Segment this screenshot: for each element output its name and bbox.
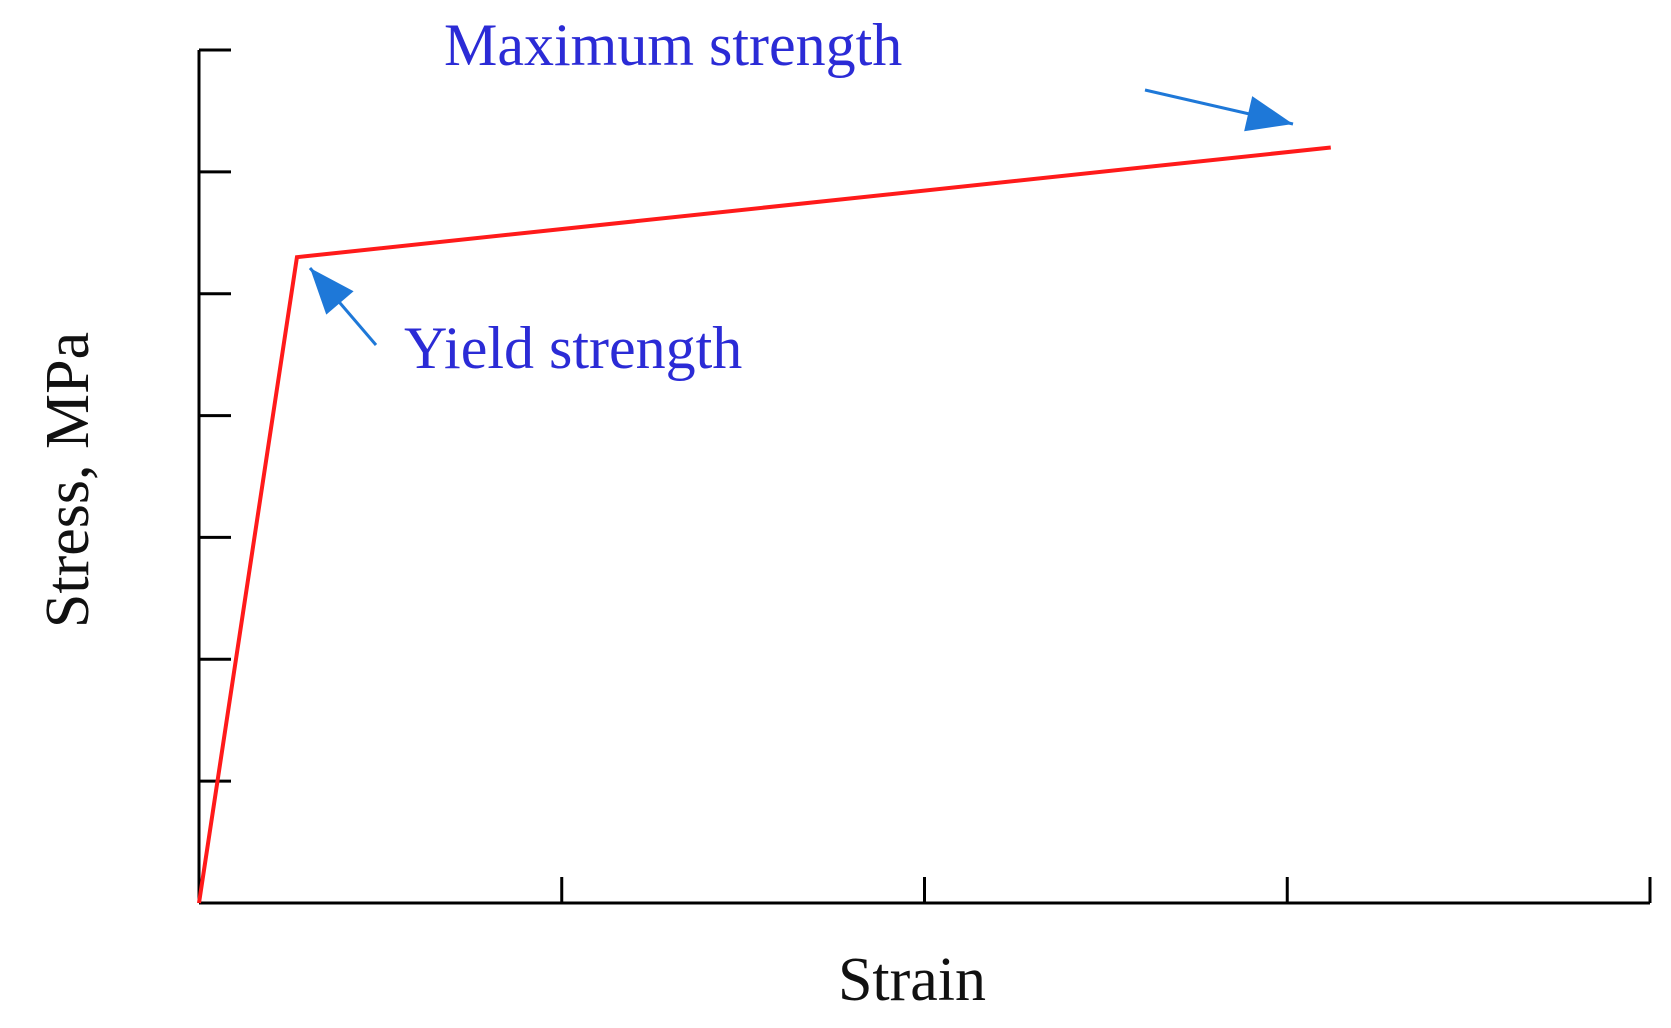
x-axis-label: Strain xyxy=(838,946,986,1014)
annotation-arrowhead-0 xyxy=(1244,96,1293,132)
ticks xyxy=(199,48,1652,903)
annotations: Maximum strength Yield strength xyxy=(308,12,1294,381)
y-axis-label: Stress, MPa xyxy=(34,332,102,628)
annotation-arrowhead-1 xyxy=(310,268,354,315)
axes xyxy=(197,50,1650,905)
annotation-text-0: Maximum strength xyxy=(444,12,902,78)
series-line-0 xyxy=(197,145,1331,904)
annotation-text-1: Yield strength xyxy=(404,315,742,381)
series xyxy=(197,145,1331,904)
